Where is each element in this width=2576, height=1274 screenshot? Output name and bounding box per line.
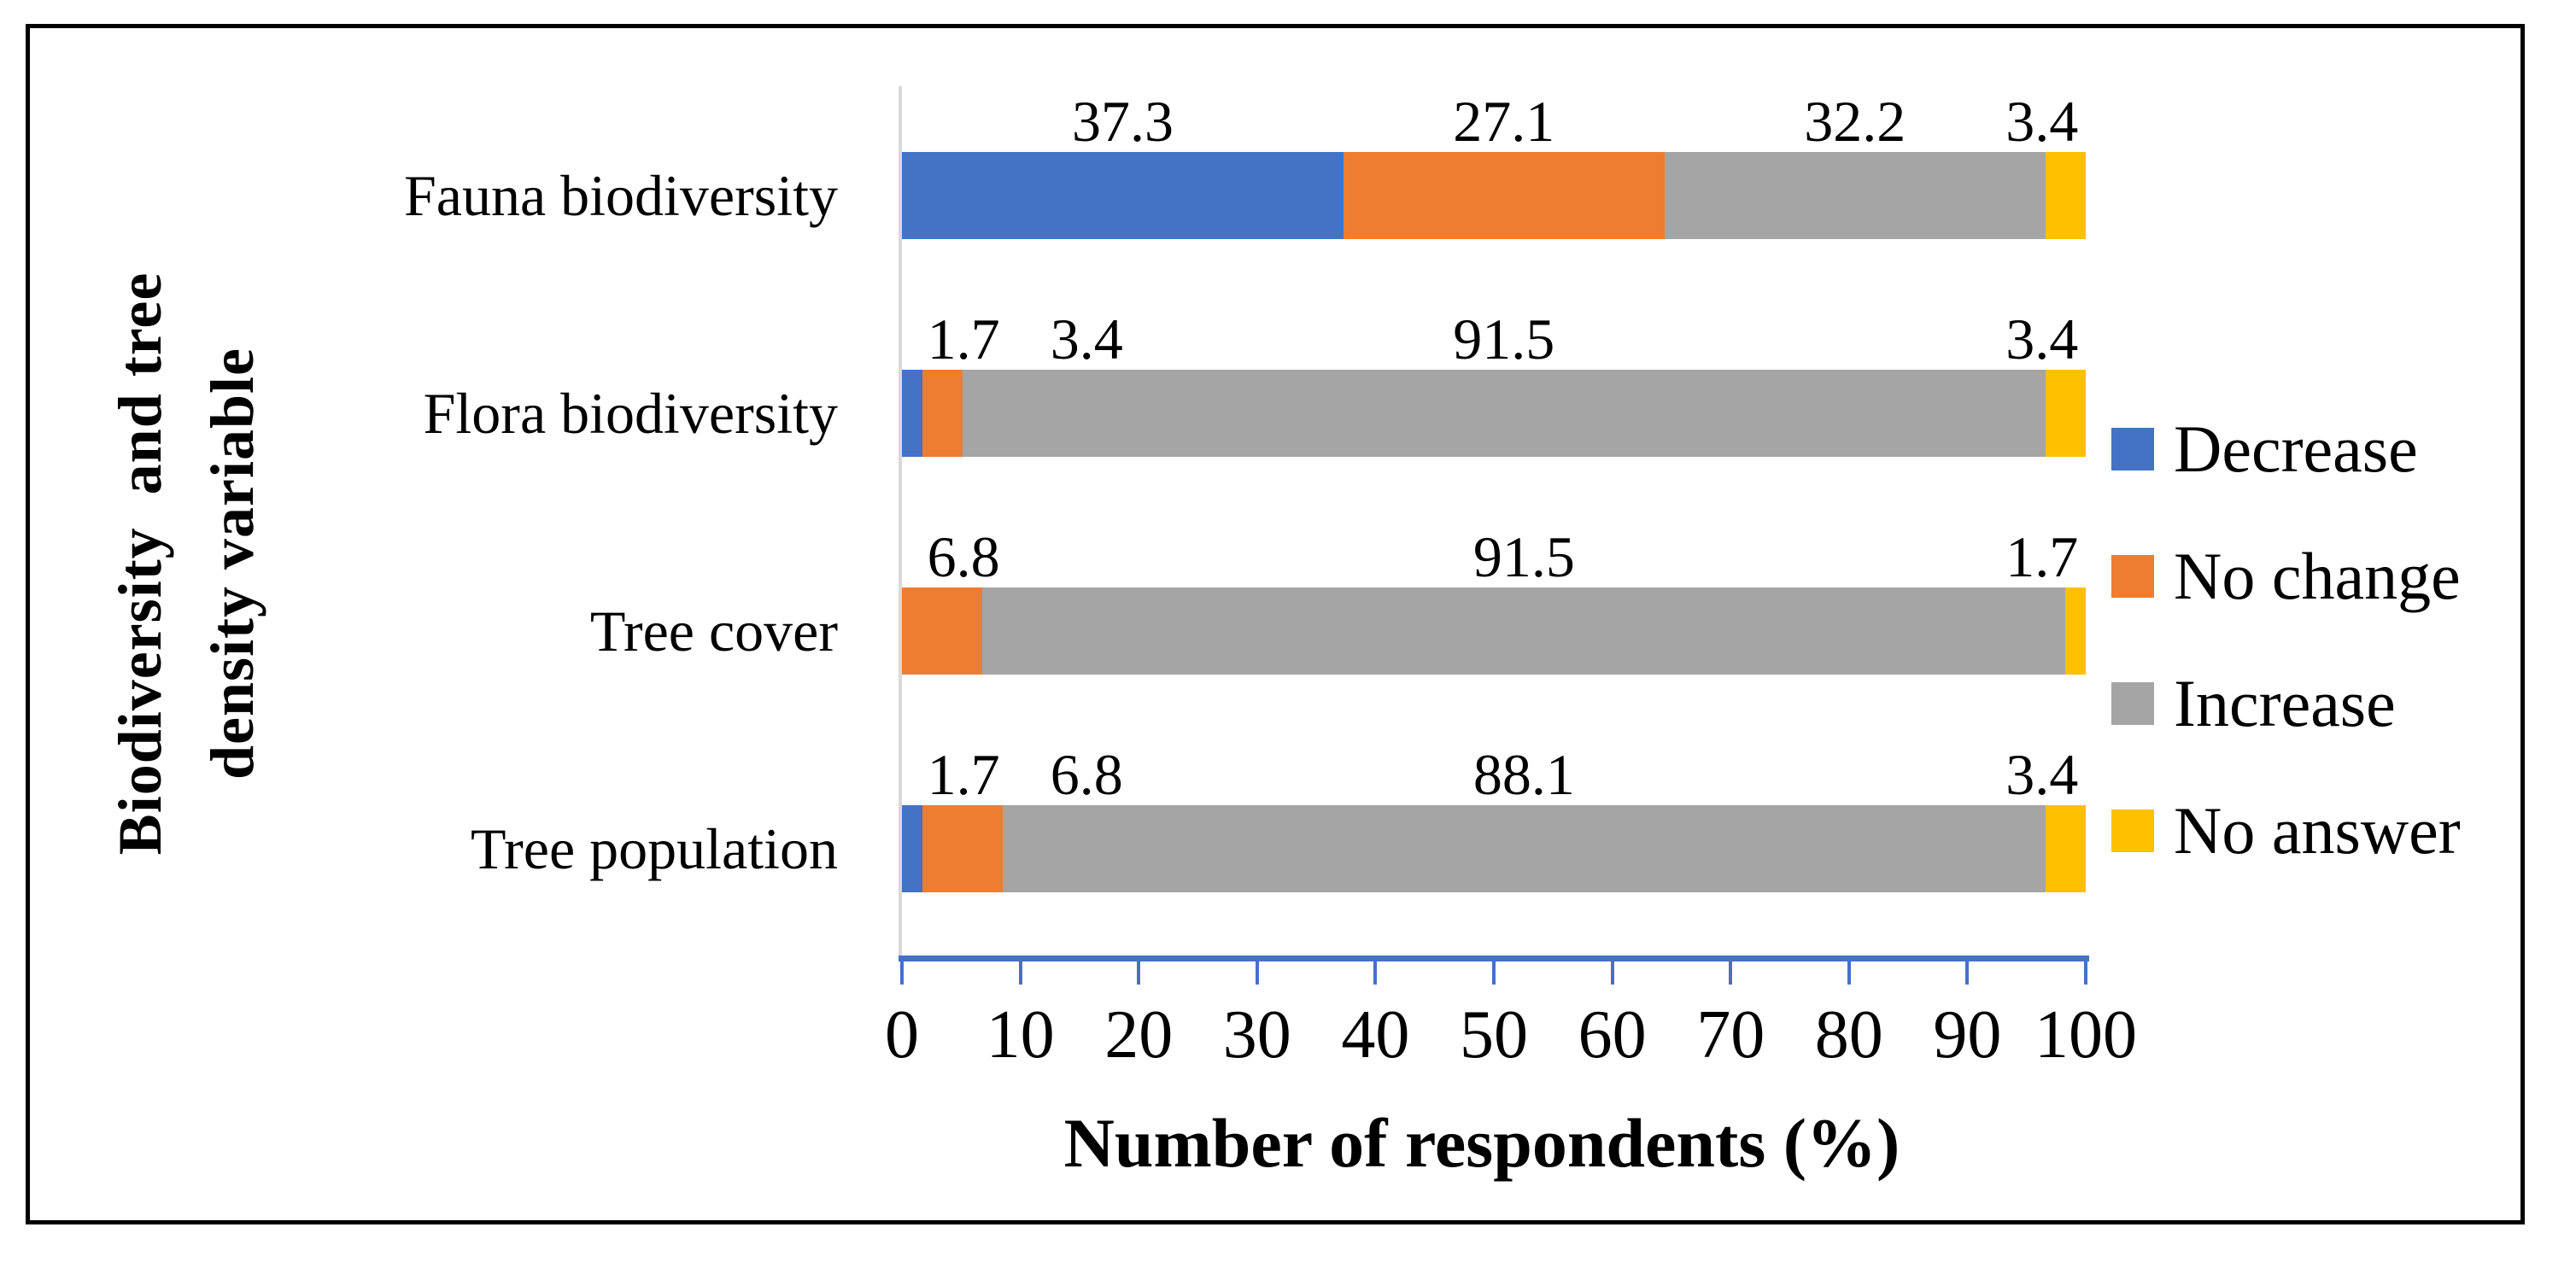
data-label: 1.7 — [2005, 524, 2079, 590]
y-axis-title: Biodiversity and tree density variable — [106, 272, 266, 856]
category-label: Fauna biodiversity — [403, 162, 838, 228]
bar-row — [902, 805, 2086, 893]
x-axis-tick — [900, 961, 904, 985]
x-axis-tick-label: 60 — [1578, 997, 1647, 1072]
bar-segment-no-answer — [2065, 587, 2086, 675]
legend-item-increase: Increase — [2111, 669, 2396, 738]
x-axis-tick — [1137, 961, 1141, 985]
legend-label: No change — [2174, 539, 2461, 613]
bar-segment-increase — [1664, 151, 2046, 239]
data-label: 1.7 — [927, 306, 1000, 371]
legend-swatch-icon — [2111, 809, 2154, 852]
bar-segment-decrease — [902, 151, 1344, 239]
x-axis-tick — [2084, 961, 2087, 985]
bar-segment-no-change — [922, 805, 1003, 893]
bar-segment-decrease — [902, 369, 922, 457]
data-label: 32.2 — [1804, 88, 1906, 154]
bar-segment-no-answer — [2045, 369, 2086, 457]
bar-row — [902, 369, 2086, 457]
bar-row — [902, 587, 2086, 675]
bar-segment-decrease — [902, 805, 922, 893]
x-axis-tick — [1610, 961, 1614, 985]
legend-item-no-change: No change — [2111, 542, 2461, 611]
x-axis-tick-label: 0 — [885, 997, 919, 1072]
x-axis-tick — [1847, 961, 1851, 985]
x-axis-tick-label: 30 — [1222, 997, 1291, 1072]
x-axis-tick-label: 80 — [1814, 997, 1883, 1072]
x-axis-tick-label: 50 — [1460, 997, 1528, 1072]
x-axis-tick-label: 90 — [1933, 997, 2002, 1072]
category-label: Tree cover — [589, 599, 838, 664]
bar-segment-increase — [962, 369, 2046, 457]
data-label: 27.1 — [1453, 88, 1555, 154]
data-label: 88.1 — [1472, 742, 1575, 808]
category-label: Flora biodiversity — [423, 380, 838, 446]
x-axis-tick — [1492, 961, 1496, 985]
data-label: 1.7 — [927, 742, 1000, 808]
data-label: 6.8 — [927, 524, 1000, 590]
data-label: 3.4 — [1050, 306, 1123, 371]
bar-row — [902, 151, 2086, 239]
legend-swatch-icon — [2111, 682, 2154, 725]
legend-label: No answer — [2174, 793, 2461, 868]
x-axis-tick — [1729, 961, 1733, 985]
data-label: 3.4 — [2005, 742, 2079, 808]
x-axis-tick — [1373, 961, 1378, 985]
x-axis-tick — [1965, 961, 1970, 985]
bar-segment-no-change — [1343, 151, 1665, 239]
x-axis-tick — [1255, 961, 1259, 985]
data-label: 6.8 — [1050, 742, 1123, 808]
category-axis-line — [899, 86, 902, 958]
legend-swatch-icon — [2111, 428, 2154, 470]
bar-segment-no-change — [922, 369, 963, 457]
bar-segment-no-change — [902, 587, 983, 675]
bar-segment-increase — [1002, 805, 2046, 893]
x-axis-title: Number of respondents (%) — [1063, 1104, 1900, 1182]
bar-segment-no-answer — [2045, 151, 2086, 239]
data-label: 91.5 — [1472, 524, 1575, 590]
x-axis-tick — [1018, 961, 1022, 985]
x-axis-tick-label: 10 — [986, 997, 1055, 1072]
data-label: 3.4 — [2005, 88, 2079, 154]
x-axis-line — [899, 956, 2089, 961]
x-axis-tick-label: 70 — [1696, 997, 1765, 1072]
category-label: Tree population — [470, 816, 838, 882]
legend-item-decrease: Decrease — [2111, 415, 2418, 483]
legend-item-no-answer: No answer — [2111, 797, 2461, 865]
data-label: 91.5 — [1453, 306, 1555, 371]
legend-label: Increase — [2174, 666, 2396, 740]
bar-segment-no-answer — [2045, 805, 2086, 893]
legend-label: Decrease — [2174, 412, 2418, 486]
x-axis-tick-label: 40 — [1341, 997, 1410, 1072]
data-label: 3.4 — [2005, 306, 2079, 371]
x-axis-tick-label: 100 — [2034, 997, 2137, 1072]
data-label: 37.3 — [1071, 88, 1174, 154]
legend-swatch-icon — [2111, 555, 2154, 598]
x-axis-tick-label: 20 — [1104, 997, 1174, 1072]
bar-segment-increase — [982, 587, 2066, 675]
